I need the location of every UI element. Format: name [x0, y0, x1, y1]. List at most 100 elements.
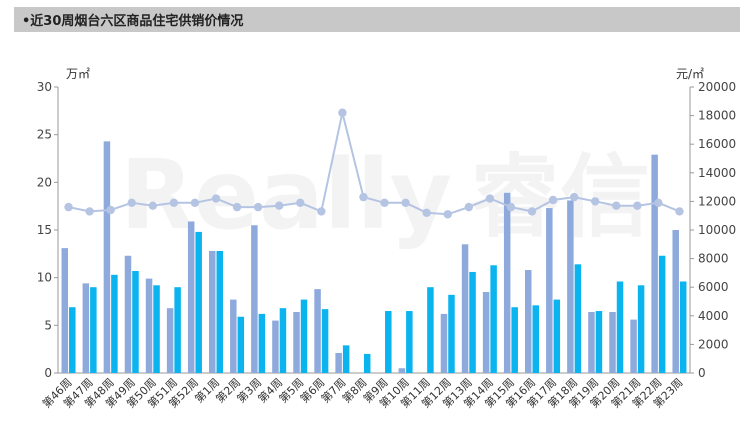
right-tick-label: 0	[698, 366, 706, 380]
watermark-text-cn: 睿信	[470, 145, 650, 250]
bar-series1	[124, 255, 132, 373]
left-tick-label: 30	[37, 80, 52, 94]
price-point	[548, 195, 558, 205]
bar-series1	[546, 208, 553, 373]
bar-series1	[61, 248, 69, 373]
bar-series2	[363, 353, 371, 373]
price-point	[422, 208, 431, 218]
bar-series2	[574, 264, 582, 373]
right-tick-label: 4000	[698, 309, 729, 323]
bar-series2	[69, 307, 76, 373]
bar-series2	[469, 271, 476, 373]
bar-series1	[651, 154, 658, 373]
price-point	[190, 198, 200, 208]
section-title: •近30周烟台六区商品住宅供销价情况	[22, 14, 244, 29]
bar-series1	[209, 250, 216, 373]
bar-series1	[145, 278, 153, 373]
bar-series1	[398, 368, 406, 373]
bar-series1	[567, 200, 574, 373]
price-point	[654, 198, 663, 208]
price-point	[612, 201, 621, 210]
bar-series2	[237, 316, 245, 373]
left-axis-unit: 万㎡	[66, 67, 90, 81]
bar-series2	[385, 311, 392, 373]
left-tick-label: 5	[44, 318, 52, 332]
bar-series2	[406, 311, 413, 373]
left-tick-label: 25	[37, 128, 52, 142]
left-tick-label: 20	[37, 175, 52, 189]
bar-series1	[314, 289, 321, 373]
bar-series2	[279, 308, 287, 373]
price-point	[106, 205, 115, 215]
bar-series2	[132, 270, 139, 373]
right-tick-label: 12000	[698, 194, 736, 208]
price-point	[253, 202, 263, 212]
right-tick-label: 14000	[698, 166, 736, 180]
bar-series2	[321, 309, 329, 373]
bar-series2	[679, 281, 687, 373]
price-point	[317, 207, 326, 216]
price-point	[85, 207, 94, 216]
left-tick-label: 10	[37, 271, 52, 285]
bar-series2	[258, 313, 266, 373]
bar-series1	[187, 221, 195, 373]
price-point	[443, 210, 452, 219]
bar-series2	[448, 294, 455, 373]
bar-series1	[609, 311, 616, 373]
left-tick-label: 0	[44, 366, 52, 380]
price-point	[569, 192, 579, 202]
bar-series2	[153, 285, 160, 373]
price-point	[591, 197, 600, 206]
price-point	[211, 194, 221, 203]
price-point	[633, 201, 642, 210]
bar-series1	[525, 270, 532, 373]
bar-series1	[272, 320, 279, 373]
watermark-text: Really	[120, 139, 452, 251]
price-point	[169, 198, 179, 208]
price-point	[148, 201, 157, 210]
bar-series1	[588, 311, 595, 373]
bar-series2	[90, 287, 97, 373]
right-tick-label: 6000	[698, 280, 729, 294]
bar-series1	[230, 299, 237, 373]
right-tick-label: 18000	[698, 109, 736, 123]
bar-series1	[630, 319, 637, 373]
bar-series1	[103, 141, 111, 373]
bar-series1	[293, 311, 300, 373]
bar-series2	[427, 287, 434, 373]
bar-series2	[511, 307, 518, 373]
bar-series1	[166, 308, 174, 373]
bar-series1	[82, 283, 90, 373]
right-tick-label: 20000	[698, 80, 736, 94]
price-point	[506, 202, 516, 212]
bar-series2	[300, 299, 308, 373]
bar-series1	[335, 352, 342, 373]
bar-series2	[637, 285, 645, 373]
left-tick-label: 15	[37, 223, 52, 237]
bar-series2	[111, 274, 118, 373]
bar-series1	[503, 192, 511, 373]
price-point	[527, 207, 537, 216]
bar-series2	[616, 281, 624, 373]
price-point	[232, 202, 242, 212]
bar-series1	[672, 230, 679, 373]
price-point	[675, 207, 684, 216]
bar-series2	[595, 311, 603, 373]
price-point	[485, 194, 495, 203]
price-point	[64, 202, 73, 212]
right-axis-unit: 元/㎡	[676, 67, 704, 81]
bar-series2	[195, 231, 202, 373]
price-point	[296, 198, 305, 208]
price-point	[380, 198, 389, 208]
price-point	[359, 192, 368, 202]
bar-series2	[216, 250, 223, 373]
price-point	[401, 198, 410, 208]
bar-series1	[440, 313, 448, 373]
bar-series1	[461, 244, 469, 373]
bar-series2	[553, 299, 561, 373]
bar-series2	[658, 255, 666, 373]
price-point	[275, 201, 284, 210]
right-tick-label: 8000	[698, 252, 729, 266]
bar-series2	[532, 305, 539, 373]
